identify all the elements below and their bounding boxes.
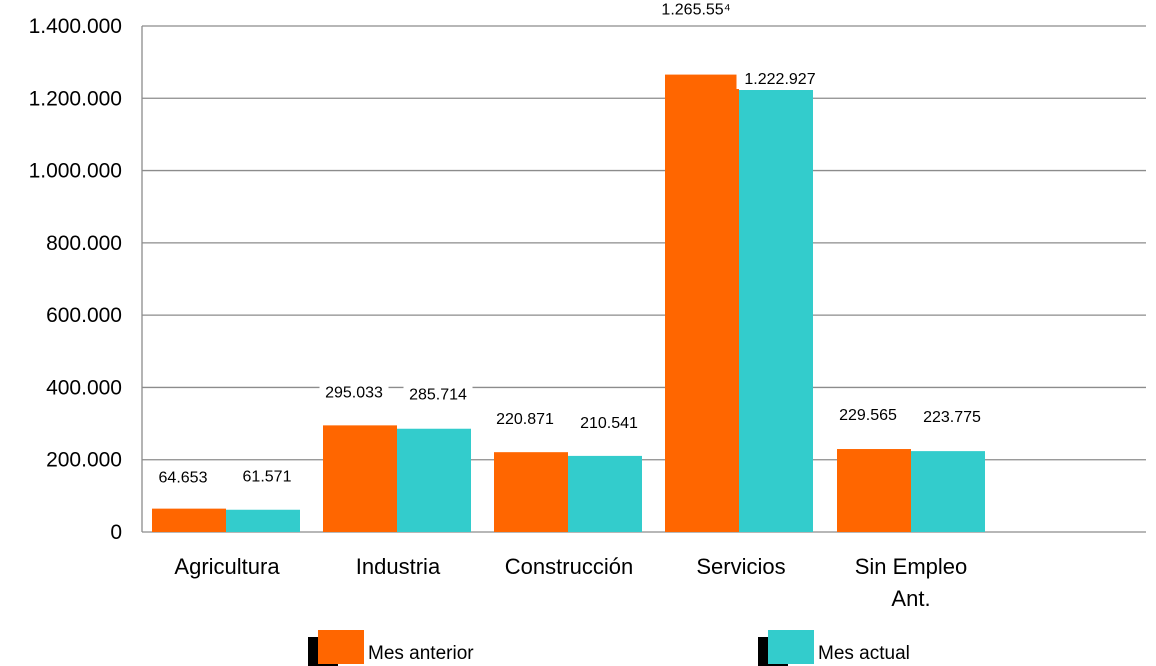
category-label: Construcción xyxy=(505,554,633,579)
data-label-background xyxy=(917,405,987,428)
data-label-background xyxy=(237,464,297,487)
data-label: 285.714 xyxy=(409,387,467,404)
y-tick-label: 600.000 xyxy=(46,304,122,327)
bar-mes-actual xyxy=(226,509,300,532)
data-label: 210.541 xyxy=(580,415,638,432)
category-label: Agricultura xyxy=(174,554,280,579)
legend-swatch xyxy=(768,630,814,664)
data-label: 61.571 xyxy=(243,469,292,486)
data-label-background xyxy=(574,410,644,433)
axes: 0 200.000 400.000 600.000 800.000 1.000.000 1.… xyxy=(29,15,1146,544)
category-label: Servicios xyxy=(696,554,785,579)
data-label: 295.033 xyxy=(325,384,383,401)
bar-mes-anterior xyxy=(837,449,911,532)
data-label-background xyxy=(153,465,213,488)
y-tick-label: 1.400.000 xyxy=(29,15,122,38)
bar-mes-actual xyxy=(911,451,985,532)
category-label: Ant. xyxy=(891,586,930,611)
gridlines xyxy=(142,25,1146,461)
category-labels: Agricultura Industria Construcción Servicio… xyxy=(174,554,967,611)
category-label: Industria xyxy=(356,554,441,579)
data-label: 223.775 xyxy=(923,409,981,426)
y-tick-label: 1.200.000 xyxy=(29,87,122,110)
bar-mes-anterior xyxy=(152,508,226,532)
bar-mes-actual xyxy=(568,455,642,532)
y-tick-label: 1.000.000 xyxy=(29,160,122,183)
y-tick-label: 200.000 xyxy=(46,449,122,472)
data-label: 220.871 xyxy=(496,411,554,428)
data-label: 1.222.927 xyxy=(744,71,815,88)
y-tick-label: 800.000 xyxy=(46,232,122,255)
data-label-background xyxy=(403,382,473,405)
bar-mes-anterior xyxy=(323,425,397,532)
data-label-background xyxy=(652,0,740,20)
bar-mes-anterior xyxy=(494,452,568,532)
data-label: 229.565 xyxy=(839,407,897,424)
data-labels: 64.653 295.033 220.871 1.265.55⁴ 229.565 61.5… xyxy=(153,0,987,488)
data-label-background xyxy=(736,66,824,89)
data-label-background xyxy=(833,403,903,426)
data-label: 64.653 xyxy=(159,470,208,487)
bar-mes-actual xyxy=(739,89,813,533)
legend-label: Mes actual xyxy=(818,643,910,664)
bar-mes-anterior xyxy=(665,74,739,533)
data-label-background xyxy=(490,407,560,430)
legend-swatch xyxy=(318,630,364,664)
bars xyxy=(152,74,985,533)
data-label-background xyxy=(319,380,389,403)
y-tick-label: 0 xyxy=(110,521,122,544)
y-tick-label: 400.000 xyxy=(46,376,122,399)
legend-label: Mes anterior xyxy=(368,643,474,664)
bar-mes-actual xyxy=(397,428,471,532)
category-label: Sin Empleo xyxy=(855,554,968,579)
data-label: 1.265.55⁴ xyxy=(661,2,730,19)
legend: Mes anterior Mes actual xyxy=(308,630,910,666)
